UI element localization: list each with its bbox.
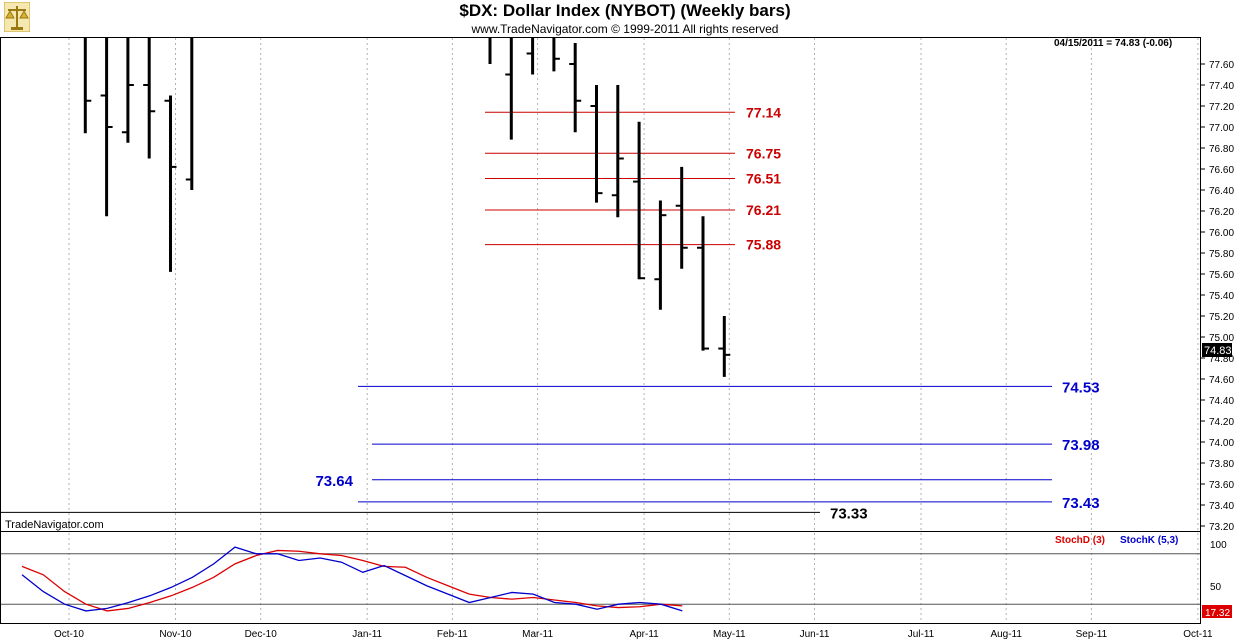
ohlc-bars: [83, 38, 731, 377]
x-tick-feb-11: Feb-11: [437, 629, 468, 640]
resistance-label: 76.75: [746, 145, 781, 161]
ohlc-bar: [164, 95, 177, 272]
levels-layer: 77.14 76.75 76.51 76.21 75.88 74.53 73.98 73.64…: [0, 104, 1100, 522]
y-tick-74.60: 74.60: [1209, 375, 1234, 386]
y-tick-77.40: 77.40: [1209, 81, 1234, 92]
ohlc-bar: [611, 85, 624, 218]
resistance-label: 75.88: [746, 237, 781, 253]
ohlc-bar: [505, 38, 513, 140]
x-tick-sep-11: Sep-11: [1076, 629, 1108, 640]
x-tick-dec-10: Dec-10: [245, 629, 278, 640]
stoch-legend-k: StochK (5,3): [1120, 535, 1178, 546]
scales-logo-icon: [3, 1, 31, 33]
y-tick-74.40: 74.40: [1209, 396, 1234, 407]
ohlc-bar: [569, 43, 582, 133]
time-axis: Oct-10 Nov-10 Dec-10 Jan-11 Feb-11 Mar-11 Apr-…: [54, 629, 1213, 640]
y-tick-76.40: 76.40: [1209, 186, 1234, 197]
stochastic-panel: [1, 546, 1200, 612]
ohlc-bar: [488, 38, 492, 64]
y-tick-74.20: 74.20: [1209, 417, 1234, 428]
ohlc-bar: [675, 166, 688, 269]
stoch-d-line: [21, 549, 683, 612]
y-tick-73.20: 73.20: [1209, 522, 1234, 533]
stoch-tick-100: 100: [1210, 540, 1227, 551]
quote-readout: 04/15/2011 = 74.83 (-0.06): [1054, 38, 1172, 49]
grid-layer: [68, 38, 1199, 623]
ohlc-bar: [121, 38, 134, 143]
ohlc-bar: [185, 38, 194, 190]
x-tick-oct-11: Oct-11: [1183, 629, 1213, 640]
y-tick-77.20: 77.20: [1209, 102, 1234, 113]
resistance-label: 77.14: [746, 104, 781, 120]
ohlc-bar: [526, 38, 535, 75]
copyright-subtitle: www.TradeNavigator.com © 1999-2011 All r…: [471, 22, 779, 36]
stoch-panel-frame: [0, 531, 1201, 624]
y-tick-75.00: 75.00: [1209, 333, 1234, 344]
y-tick-77.00: 77.00: [1209, 123, 1234, 134]
y-tick-75.40: 75.40: [1209, 291, 1234, 302]
y-tick-75.20: 75.20: [1209, 312, 1234, 323]
y-tick-77.60: 77.60: [1209, 60, 1234, 71]
ohlc-bar: [83, 38, 92, 134]
stoch-tick-50: 50: [1210, 582, 1222, 593]
support-label: 73.43: [1062, 495, 1100, 512]
ohlc-bar: [552, 38, 560, 72]
x-tick-oct-10: Oct-10: [54, 629, 84, 640]
x-tick-mar-11: Mar-11: [522, 629, 553, 640]
x-tick-may-11: May-11: [713, 629, 746, 640]
x-tick-jan-11: Jan-11: [352, 629, 382, 640]
y-tick-75.80: 75.80: [1209, 249, 1234, 260]
last-price-tag: 74.83: [1204, 345, 1232, 357]
watermark-text: TradeNavigator.com: [5, 519, 104, 531]
support-label: 74.53: [1062, 379, 1100, 396]
ohlc-bar: [633, 121, 646, 280]
ohlc-bar: [654, 200, 667, 310]
x-tick-jul-11: Jul-11: [908, 629, 935, 640]
y-tick-74.00: 74.00: [1209, 438, 1234, 449]
stoch-legend-d: StochD (3): [1055, 535, 1105, 546]
y-tick-74.80: 74.80: [1209, 354, 1234, 365]
x-tick-jun-11: Jun-11: [800, 629, 830, 640]
price-axis: 73.20 73.40 73.60 73.80 74.00 74.20 74.40 74.60…: [1200, 60, 1234, 533]
resistance-label: 76.21: [746, 202, 781, 218]
y-tick-76.80: 76.80: [1209, 144, 1234, 155]
y-tick-75.60: 75.60: [1209, 270, 1234, 281]
support-label: 73.98: [1062, 437, 1100, 454]
x-tick-nov-10: Nov-10: [159, 629, 192, 640]
y-tick-73.40: 73.40: [1209, 501, 1234, 512]
resistance-label: 76.51: [746, 170, 781, 186]
ohlc-bar: [143, 38, 156, 159]
support-label: 73.33: [830, 505, 868, 522]
y-tick-76.00: 76.00: [1209, 228, 1234, 239]
support-label: 73.64: [315, 473, 353, 490]
y-tick-76.60: 76.60: [1209, 165, 1234, 176]
ohlc-bar: [697, 216, 709, 351]
stoch-last-tag-bg: [1202, 605, 1232, 618]
price-panel-frame: [0, 37, 1201, 532]
ohlc-bar: [100, 38, 113, 217]
last-price-tag-bg: [1202, 343, 1232, 357]
chart-title: $DX: Dollar Index (NYBOT) (Weekly bars): [459, 1, 791, 20]
stoch-k-line: [21, 546, 683, 612]
stoch-last-tag: 17.32: [1205, 608, 1230, 619]
ohlc-bar: [590, 85, 603, 203]
y-tick-76.20: 76.20: [1209, 207, 1234, 218]
y-tick-73.60: 73.60: [1209, 480, 1234, 491]
ohlc-bar: [718, 316, 731, 377]
x-tick-apr-11: Apr-11: [629, 629, 659, 640]
x-tick-aug-11: Aug-11: [990, 629, 1022, 640]
y-tick-73.80: 73.80: [1209, 459, 1234, 470]
